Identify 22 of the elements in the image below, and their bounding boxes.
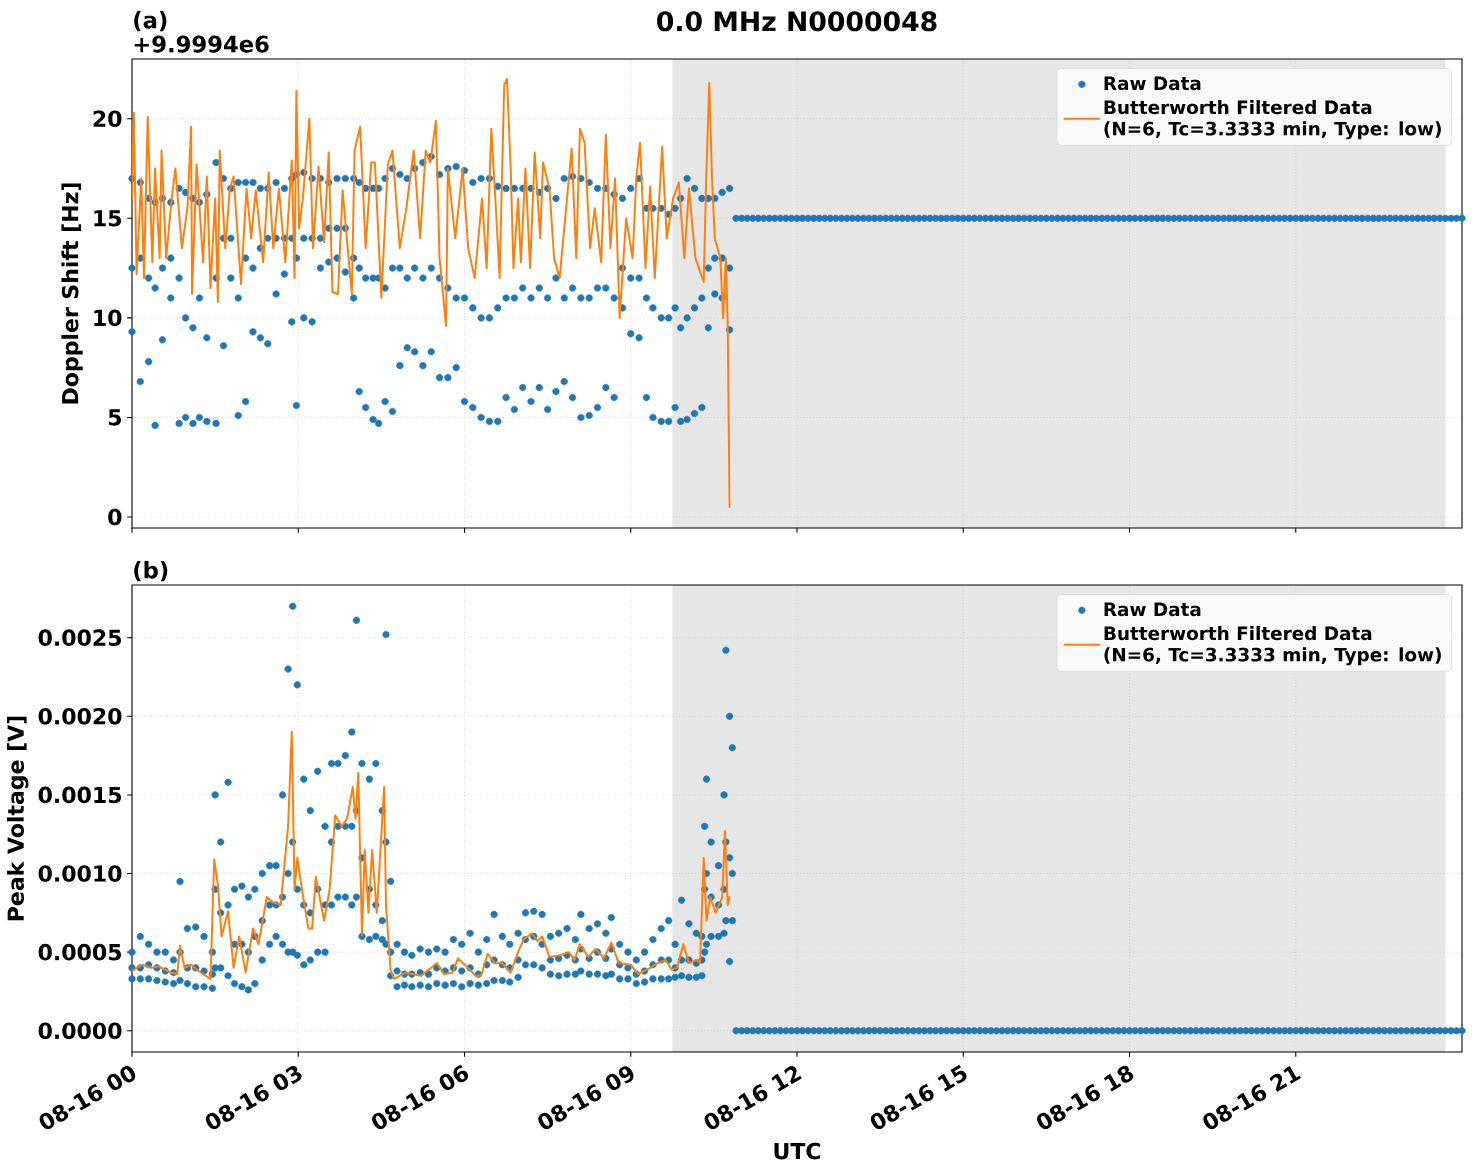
y-tick-label: 20 xyxy=(93,110,122,128)
y-tick-label: 0.0015 xyxy=(38,786,121,804)
y-tick-label: 15 xyxy=(94,210,121,227)
y-tick-label: 5 xyxy=(108,409,121,426)
y-tick-label: 10 xyxy=(94,309,122,327)
y-tick-label: 0.0010 xyxy=(38,865,122,882)
y-tick-label: 0.0020 xyxy=(38,707,122,725)
legend-label: Butterworth Filtered Data (N=6, Tc=3.3333 min, Type: low) xyxy=(1104,626,1441,666)
legend-label: Butterworth Filtered Data (N=6, Tc=3.3333 min, Type: low) xyxy=(1104,99,1441,140)
legend-label: Raw Data xyxy=(1104,602,1201,617)
text: +9.9994e6 xyxy=(134,35,269,53)
y-tick-label: 0.0000 xyxy=(38,1022,122,1040)
y-axis-title: Peak Voltage [V] xyxy=(6,716,29,921)
x-axis-title: UTC xyxy=(774,1142,821,1160)
y-tick-label: 0.0005 xyxy=(38,943,121,961)
chart-title: 0.0 MHz N0000048 xyxy=(657,11,937,32)
legend-label: Raw Data xyxy=(1104,76,1201,91)
y-tick-label: 0 xyxy=(108,508,122,526)
y-axis-title: Doppler Shift [Hz] xyxy=(61,183,83,404)
y-tick-label: 0.0025 xyxy=(38,629,121,646)
text: (a) xyxy=(134,11,167,32)
text: (b) xyxy=(134,561,168,582)
